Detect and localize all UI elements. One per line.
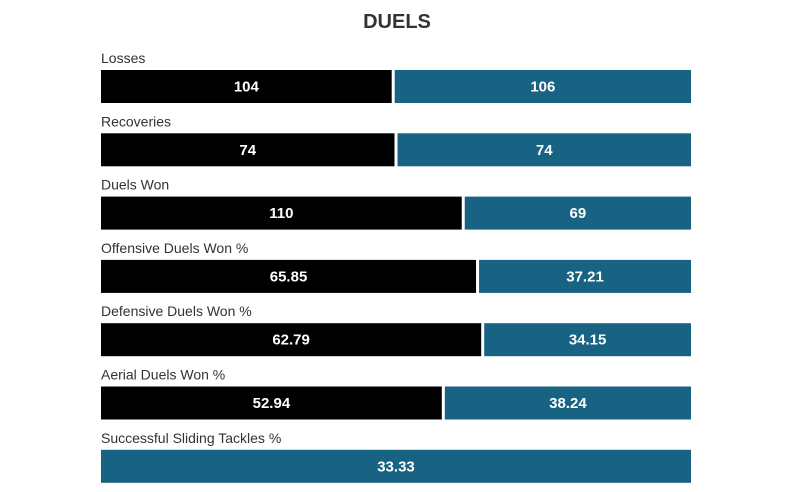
bar-value-label: 62.79 [272,332,310,349]
bar-rows: Losses 104 106 Recoveries 74 74 Duels Won 110 69… [101,50,691,483]
bar-value-label: 38.24 [549,395,587,412]
row-label: Duels Won [101,177,169,193]
bar-row: Recoveries 74 74 [101,113,691,167]
bar-value-label: 110 [269,205,293,222]
bar-value-label: 106 [530,79,555,96]
bar-segment [101,133,395,167]
bar-segment [464,196,691,230]
row-label: Aerial Duels Won % [101,367,225,383]
bar-segment [484,323,691,357]
bar-segment [394,70,691,103]
bar-value-label: 104 [234,79,260,96]
bar-segment [101,323,482,357]
bar-value-label: 52.94 [253,395,291,412]
row-label: Recoveries [101,113,171,129]
row-label: Losses [101,50,145,66]
bar-value-label: 33.33 [377,458,415,475]
bar-row: Successful Sliding Tackles % 33.33 [101,430,691,483]
bar-segment [101,196,462,230]
bar-value-label: 65.85 [270,268,308,285]
bar-row: Defensive Duels Won % 62.79 34.15 [101,303,691,357]
chart-title: DUELS [363,11,431,33]
bar-segment [397,133,691,167]
bar-segment [101,386,442,420]
row-label: Offensive Duels Won % [101,240,248,256]
bar-row: Losses 104 106 [101,50,691,103]
bar-value-label: 37.21 [566,268,604,285]
bar-row: Offensive Duels Won % 65.85 37.21 [101,240,691,293]
bar-value-label: 34.15 [569,332,607,349]
bar-segment [444,386,691,420]
bar-segment [101,70,392,103]
bar-segment [479,259,691,293]
bar-value-label: 69 [570,205,587,222]
bar-segment [101,259,477,293]
bar-row: Duels Won 110 69 [101,177,691,230]
row-label: Defensive Duels Won % [101,303,252,319]
row-label: Successful Sliding Tackles % [101,430,281,446]
bar-value-label: 74 [239,142,256,159]
bar-value-label: 74 [536,142,553,159]
bar-segment [101,449,691,483]
bar-row: Aerial Duels Won % 52.94 38.24 [101,367,691,420]
